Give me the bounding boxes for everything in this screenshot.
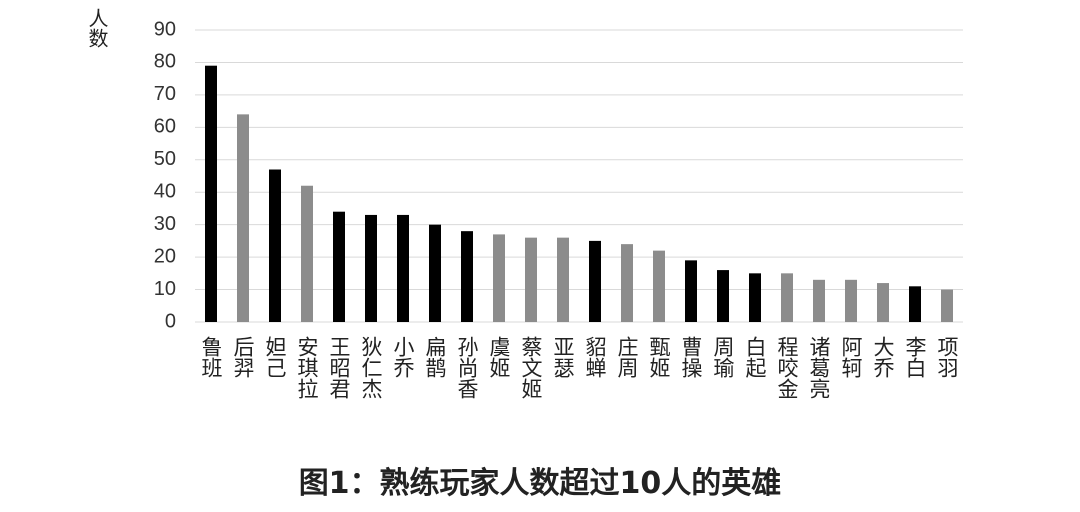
bar xyxy=(205,65,217,322)
y-tick-label: 30 xyxy=(154,213,176,235)
bar xyxy=(621,244,633,322)
x-tick-label: 狄仁杰 xyxy=(359,336,383,399)
bar xyxy=(717,270,729,322)
bar xyxy=(237,114,249,322)
x-tick-label: 扁鹊 xyxy=(423,336,447,378)
y-tick-label: 90 xyxy=(154,18,176,40)
x-tick-label: 阿轲 xyxy=(839,336,863,378)
bar xyxy=(525,237,537,322)
x-tick-label: 项羽 xyxy=(935,336,959,378)
bar xyxy=(429,224,441,322)
y-tick-label: 60 xyxy=(154,116,176,138)
bar xyxy=(493,234,505,322)
x-tick-label: 程咬金 xyxy=(775,336,799,399)
chart-title: 图1：熟练玩家人数超过10人的英雄 xyxy=(298,466,782,501)
bar xyxy=(685,260,697,322)
bar xyxy=(653,250,665,322)
bar xyxy=(301,185,313,322)
bar xyxy=(813,279,825,322)
x-tick-label: 后羿 xyxy=(231,336,255,378)
bar xyxy=(365,214,377,322)
y-tick-label: 80 xyxy=(154,51,176,73)
bar xyxy=(461,231,473,322)
x-tick-label: 安琪拉 xyxy=(295,336,319,399)
x-tick-label: 小乔 xyxy=(391,336,415,378)
x-tick-label: 蔡文姬 xyxy=(519,336,543,399)
x-tick-label: 周瑜 xyxy=(711,336,735,378)
bar xyxy=(845,279,857,322)
x-tick-label: 王昭君 xyxy=(327,336,351,399)
bar xyxy=(749,273,761,322)
bar xyxy=(589,240,601,322)
x-tick-label: 妲己 xyxy=(263,336,287,378)
x-tick-label: 虞姬 xyxy=(487,336,511,378)
bar xyxy=(333,211,345,322)
x-tick-label: 鲁班 xyxy=(199,336,223,378)
x-tick-label: 曹操 xyxy=(679,336,703,378)
x-tick-label: 甄姬 xyxy=(647,336,671,378)
x-tick-label: 白起 xyxy=(743,336,767,378)
bar xyxy=(781,273,793,322)
bar xyxy=(557,237,569,322)
bar xyxy=(877,283,889,322)
y-tick-label: 40 xyxy=(154,181,176,203)
y-tick-label: 20 xyxy=(154,245,176,267)
y-tick-label: 0 xyxy=(165,310,176,332)
bar xyxy=(941,289,953,322)
x-tick-label: 孙尚香 xyxy=(455,336,479,399)
y-tick-label: 70 xyxy=(154,83,176,105)
bar xyxy=(909,286,921,322)
x-tick-label: 亚瑟 xyxy=(551,336,575,378)
x-tick-label: 庄周 xyxy=(615,336,639,378)
x-tick-label: 诸葛亮 xyxy=(807,336,831,399)
bar xyxy=(269,169,281,322)
x-tick-label: 大乔 xyxy=(871,336,895,378)
x-tick-label: 貂蝉 xyxy=(583,336,607,378)
x-tick-label: 李白 xyxy=(903,336,927,378)
bar xyxy=(397,214,409,322)
y-axis-label: 人数 xyxy=(85,8,109,48)
y-tick-label: 50 xyxy=(154,148,176,170)
y-tick-label: 10 xyxy=(154,278,176,300)
